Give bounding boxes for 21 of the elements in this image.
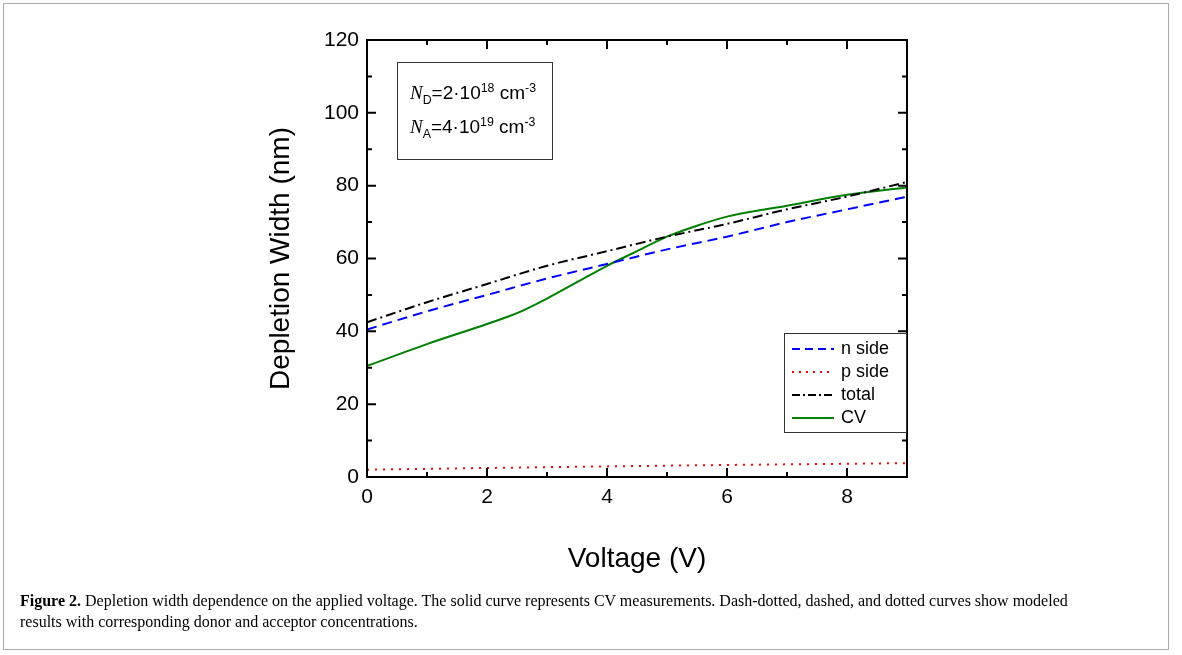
y-tick-label: 0 bbox=[347, 463, 359, 487]
y-tick-label: 20 bbox=[335, 390, 359, 414]
y-tick-label: 40 bbox=[335, 318, 359, 342]
legend-label: total bbox=[841, 384, 876, 405]
y-tick-label: 80 bbox=[335, 172, 359, 196]
x-tick-label: 8 bbox=[841, 484, 853, 508]
legend-label: n side bbox=[841, 338, 890, 359]
y-tick-label: 120 bbox=[323, 26, 359, 50]
line-series bbox=[367, 462, 907, 471]
annotation: N$_{D}$=2·10$^{18}$ cm$^{-3}$ bbox=[410, 80, 538, 107]
x-tick-label: 6 bbox=[721, 484, 733, 508]
legend-label: CV bbox=[841, 407, 867, 428]
annotation: N$_{A}$=4·10$^{19}$ cm$^{-3}$ bbox=[410, 115, 537, 142]
x-axis-title: Voltage (V) bbox=[567, 541, 707, 573]
legend-label: p side bbox=[841, 361, 890, 382]
y-axis-title: Depletion Width (nm) bbox=[263, 127, 295, 390]
y-tick-label: 100 bbox=[323, 99, 359, 123]
x-tick-label: 2 bbox=[481, 484, 493, 508]
y-tick-label: 60 bbox=[335, 245, 359, 269]
x-tick-label: 4 bbox=[601, 484, 614, 508]
caption: Figure 2. Depletion width dependence on the applied voltage. The solid curve represents CV measurements. Dash-dotted, dashed, and dotted curves show modeled results with corresponding donor and acceptor concentrations. bbox=[20, 591, 1069, 632]
